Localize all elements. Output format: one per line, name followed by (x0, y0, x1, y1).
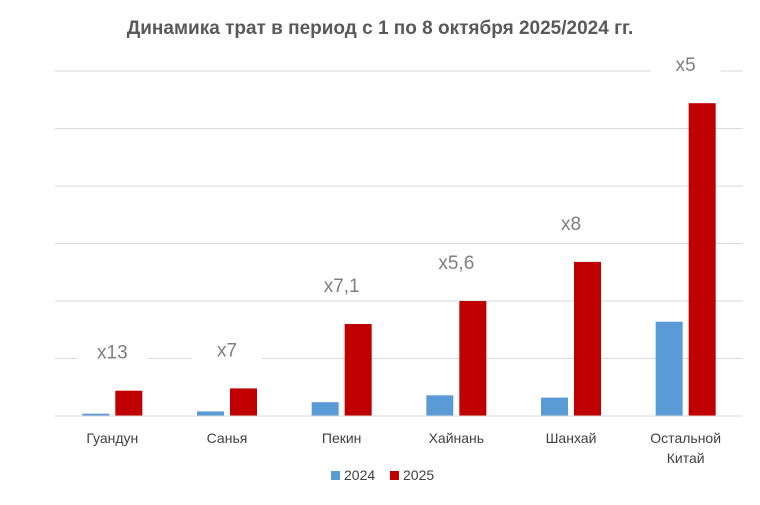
multiplier-labels: x13 x7 x7,1 x5,6 x8 x5 (97, 55, 696, 364)
multiplier-label-3: x5,6 (438, 253, 474, 274)
legend-swatch-2025 (390, 471, 399, 480)
x-tick-label-5: Остальной Китай (650, 430, 721, 466)
bar-2024-2 (311, 402, 339, 416)
legend: 2024 2025 (331, 467, 434, 483)
bar-2024-0 (82, 413, 110, 416)
multiplier-label-2: x7,1 (324, 276, 360, 297)
bar-2025-3 (459, 301, 487, 416)
legend-label-2025: 2025 (403, 467, 434, 483)
x-tick-label-4: Шанхай (546, 430, 597, 446)
bar-2025-4 (574, 261, 601, 416)
bar-2025-1 (230, 388, 257, 416)
gridlines (55, 70, 743, 359)
bar-2024-5 (655, 321, 683, 416)
bar-2024-4 (541, 397, 568, 416)
bar-2025-5 (688, 103, 716, 416)
x-tick-label-0: Гуандун (86, 430, 138, 446)
bar-2024-3 (426, 395, 454, 416)
multiplier-label-4: x8 (561, 214, 581, 235)
x-tick-label-1: Санья (207, 430, 248, 446)
multiplier-label-1: x7 (217, 340, 237, 361)
multiplier-label-0: x13 (97, 343, 128, 364)
chart-title: Динамика трат в период с 1 по 8 октября … (127, 18, 634, 39)
multiplier-label-5: x5 (676, 55, 696, 76)
x-axis-labels: Гуандун Санья Пекин Хайнань Шанхай Остальной К… (86, 430, 721, 466)
x-tick-label-2: Пекин (322, 430, 362, 446)
bars (82, 103, 716, 416)
bar-2024-1 (197, 411, 224, 416)
bar-2025-2 (344, 324, 372, 416)
x-tick-label-3: Хайнань (429, 430, 485, 446)
legend-swatch-2024 (331, 471, 340, 480)
bar-2025-0 (115, 390, 143, 416)
legend-label-2024: 2024 (344, 467, 375, 483)
